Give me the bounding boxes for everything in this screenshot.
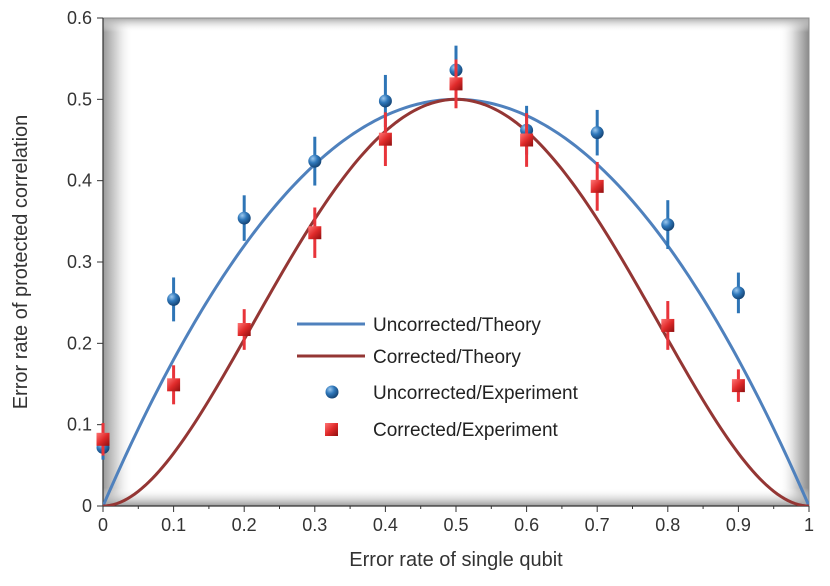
axes: 0 0.1 0.2 0.3 0.4 0.5 0.6 0.7 0.8 0.9 1 0 0.1 0.2 0.3 0…	[67, 8, 814, 535]
y-tick-label: 0.6	[67, 8, 92, 28]
legend-label-corrected-theory: Corrected/Theory	[373, 347, 521, 368]
legend: Uncorrected/Theory Corrected/Theory Unco…	[297, 315, 579, 441]
y-tick-label: 0.5	[67, 89, 92, 109]
y-axis-title: Error rate of protected correlation	[10, 115, 32, 410]
x-tick-label: 0.1	[161, 515, 186, 535]
point-uncorrected-experiment	[731, 286, 745, 300]
legend-label-corrected-experiment: Corrected/Experiment	[373, 420, 559, 441]
legend-swatch-corrected-experiment	[325, 423, 338, 436]
x-tick-label: 0.9	[726, 515, 751, 535]
x-tick-label: 0.8	[655, 515, 680, 535]
legend-label-uncorrected-theory: Uncorrected/Theory	[373, 315, 541, 336]
x-tick-label: 0.4	[373, 515, 398, 535]
y-tick-label: 0.4	[67, 171, 92, 191]
point-uncorrected-experiment	[167, 292, 181, 306]
x-tick-label: 0.2	[232, 515, 257, 535]
y-tick-label: 0.2	[67, 333, 92, 353]
y-tick-label: 0.3	[67, 252, 92, 272]
point-uncorrected-experiment	[308, 154, 322, 168]
x-tick-label: 0	[98, 515, 108, 535]
point-uncorrected-experiment	[378, 94, 392, 108]
point-corrected-experiment	[378, 132, 392, 146]
x-tick-label: 0.7	[585, 515, 610, 535]
point-uncorrected-experiment	[661, 218, 675, 232]
point-corrected-experiment	[520, 133, 534, 147]
point-uncorrected-experiment	[590, 126, 604, 140]
point-corrected-experiment	[449, 77, 463, 91]
point-corrected-experiment	[731, 379, 745, 393]
legend-label-uncorrected-experiment: Uncorrected/Experiment	[373, 383, 579, 404]
point-corrected-experiment	[590, 179, 604, 193]
experiment-points	[96, 45, 745, 460]
point-corrected-experiment	[96, 432, 110, 446]
x-tick-label: 0.6	[514, 515, 539, 535]
y-tick-label: 0	[82, 496, 92, 516]
point-corrected-experiment	[237, 323, 251, 337]
legend-swatch-uncorrected-experiment	[325, 385, 339, 399]
point-uncorrected-experiment	[237, 211, 251, 225]
x-tick-label: 0.3	[302, 515, 327, 535]
x-tick-label: 0.5	[443, 515, 468, 535]
point-corrected-experiment	[661, 318, 675, 332]
x-axis-title: Error rate of single qubit	[349, 549, 563, 571]
x-tick-label: 1	[804, 515, 814, 535]
point-corrected-experiment	[167, 378, 181, 392]
y-tick-label: 0.1	[67, 415, 92, 435]
point-corrected-experiment	[308, 226, 322, 240]
